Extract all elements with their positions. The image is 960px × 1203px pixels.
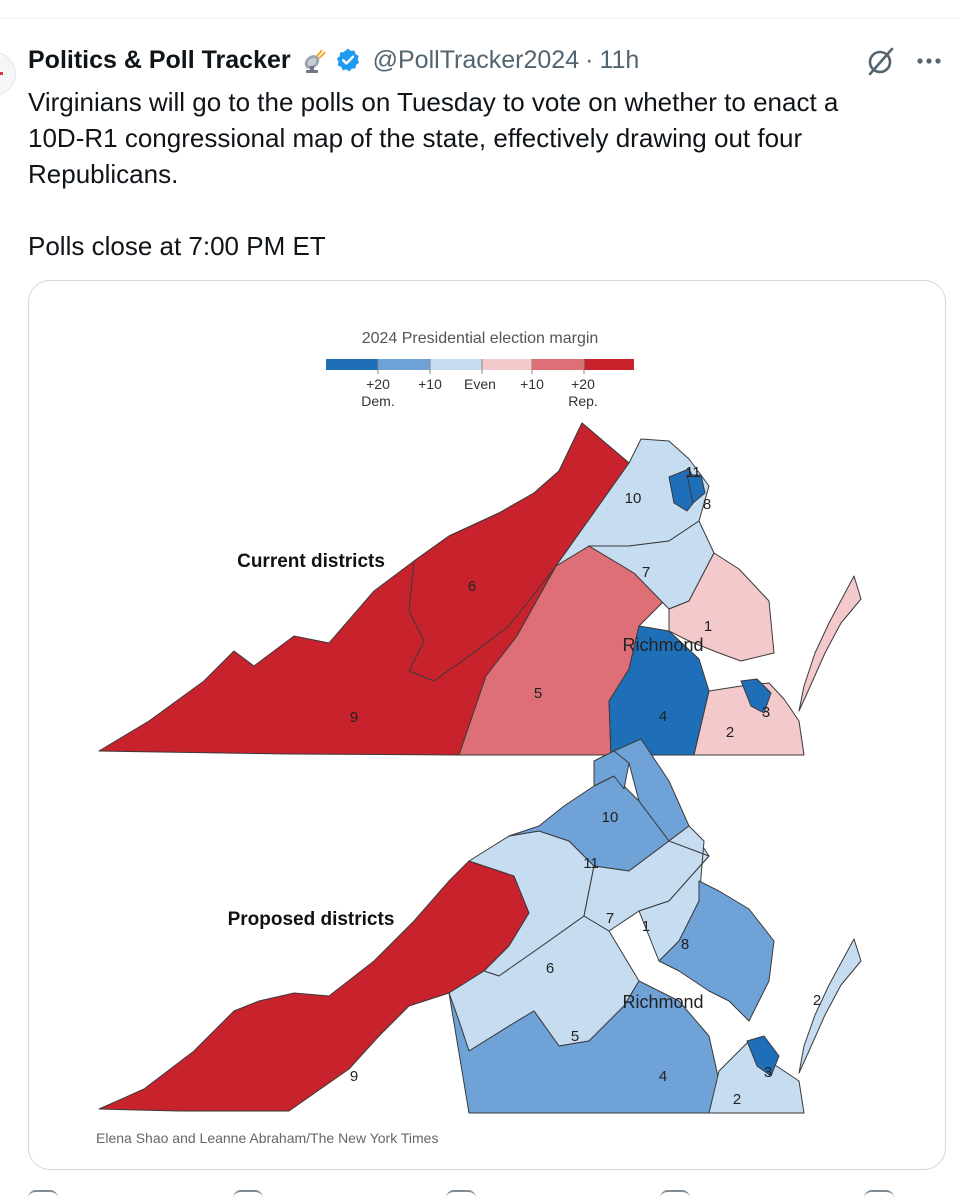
display-name[interactable]: Politics & Poll Tracker [28,45,291,74]
avatar[interactable] [0,52,16,96]
legend-swatch [378,359,430,370]
tweet-text-line: Republicans. [28,159,179,189]
top-divider [0,18,960,19]
more-options-icon[interactable] [914,46,944,76]
district-label: 6 [546,960,554,977]
district-label: 5 [571,1028,579,1045]
tweet-action-bar [28,1190,946,1203]
satellite-antenna-icon [304,49,326,73]
district-label: 11 [685,464,701,481]
district-label: 7 [606,910,614,927]
tweet-text-line: Virginians will go to the polls on Tuesd… [28,87,839,117]
bookmark-icon[interactable] [864,1190,894,1203]
proposed-district-labels: 10 11 7 1 8 6 2 5 4 3 2 9 [350,809,821,1108]
district-label: 11 [583,855,599,872]
current-district-labels: 11 10 8 7 6 1 5 4 3 2 9 [350,464,770,741]
district-label: 9 [350,709,358,726]
district-label: 1 [642,918,650,935]
district-label: 2 [733,1091,741,1108]
verified-badge-icon [336,48,359,72]
legend-color-bar [326,359,634,374]
like-icon[interactable] [446,1190,476,1203]
district-label: 7 [642,564,650,581]
district-label: 10 [625,490,642,507]
district-label: 4 [659,708,667,725]
tweet-header: Politics & Poll Tracker @PollTracker2024… [28,42,639,78]
legend-swatch [482,359,532,370]
legend-side-label: Dem. [361,393,394,409]
reply-icon[interactable] [28,1190,58,1203]
legend-tick: +20 [571,376,595,392]
separator-dot: · [585,45,594,74]
district-8 [658,880,775,1022]
proposed-map-title: Proposed districts [228,909,395,930]
legend-swatch [326,359,378,370]
district-label: 1 [704,618,712,635]
current-map-title: Current districts [237,551,385,572]
district-label: 10 [602,809,619,826]
legend-tick: +10 [418,376,442,392]
legend-title: 2024 Presidential election margin [362,330,599,347]
legend-swatch [430,359,482,370]
district-label: 2 [813,992,821,1009]
handle[interactable]: @PollTracker2024 [372,45,580,74]
district-3 [746,1035,780,1077]
city-label-richmond: Richmond [622,992,703,1012]
eastern-shore [798,938,862,1074]
tweet-text-line: 10D-R1 congressional map of the state, e… [28,123,803,153]
legend-tick: Even [464,376,496,392]
district-label: 3 [762,704,770,721]
city-label-richmond: Richmond [622,635,703,655]
timestamp[interactable]: 11h [599,45,640,74]
district-maps-graphic: 2024 Presidential election margin +20 +1… [96,330,862,1146]
district-label: 3 [764,1064,772,1081]
district-8 [686,474,706,504]
district-1 [668,552,775,662]
image-credit: Elena Shao and Leanne Abraham/The New Yo… [96,1130,438,1146]
grok-icon[interactable] [864,44,898,78]
district-3 [740,678,772,714]
district-label: 2 [726,724,734,741]
district-label: 8 [703,496,711,513]
legend-swatch [584,359,634,370]
legend-side-label: Rep. [568,393,598,409]
tweet-text-line: Polls close at 7:00 PM ET [28,231,326,261]
views-icon[interactable] [660,1190,690,1203]
repost-icon[interactable] [233,1190,263,1203]
district-label: 4 [659,1068,667,1085]
current-districts-map [98,422,862,756]
district-label: 5 [534,685,542,702]
proposed-districts-map [98,738,862,1114]
legend-tick: +20 [366,376,390,392]
district-label: 9 [350,1068,358,1085]
legend-tick: +10 [520,376,544,392]
district-label: 6 [468,578,476,595]
eastern-shore [798,575,862,712]
legend-swatch [532,359,584,370]
tweet-text: Virginians will go to the polls on Tuesd… [28,84,928,264]
tweet-media[interactable]: 2024 Presidential election margin +20 +1… [28,280,946,1170]
district-label: 8 [681,936,689,953]
